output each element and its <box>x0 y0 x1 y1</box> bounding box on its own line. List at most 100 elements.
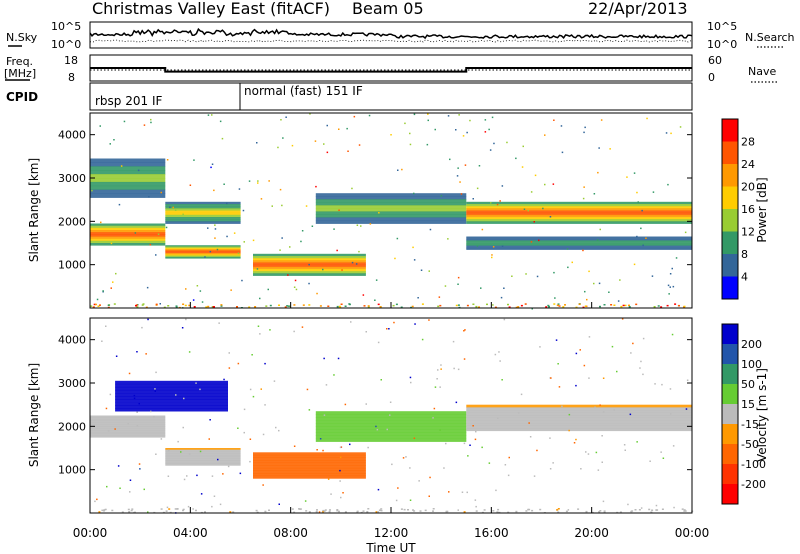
power-speckle <box>501 245 504 247</box>
velocity-speckle <box>587 453 590 455</box>
power-speckle <box>396 237 399 240</box>
power-ground-speckle <box>90 305 93 307</box>
velocity-speckle <box>621 318 624 320</box>
velocity-speckle <box>517 412 520 414</box>
power-band-7-strip-6 <box>466 244 693 246</box>
power-ground-speckle <box>319 305 322 307</box>
power-speckle <box>199 290 202 292</box>
power-speckle <box>315 185 317 188</box>
velocity-band-1-strip-6 <box>115 399 228 403</box>
nave-label: Nave <box>748 65 776 78</box>
power-ground-speckle <box>437 305 440 308</box>
velocity-ground-speckle <box>557 508 560 510</box>
velocity-speckle <box>568 413 571 416</box>
power-ground-speckle <box>286 305 289 307</box>
velocity-ground-speckle <box>380 508 383 510</box>
power-speckle <box>640 227 642 230</box>
velocity-band-2-strip-8 <box>165 461 241 464</box>
power-speckle <box>409 132 411 135</box>
power-speckle <box>440 195 443 197</box>
power-speckle <box>362 294 365 296</box>
velocity-speckle <box>213 495 216 497</box>
x-tick-label: 08:00 <box>273 526 308 540</box>
velocity-speckle <box>181 327 184 329</box>
velocity-speckle <box>380 379 382 381</box>
power-speckle <box>196 285 199 287</box>
power-speckle <box>397 169 399 171</box>
power-ground-speckle <box>94 303 97 306</box>
velocity-speckle <box>421 338 424 341</box>
power-ground-speckle <box>547 304 550 307</box>
power-ground-speckle <box>211 306 214 308</box>
velocity-ground-speckle <box>130 509 133 512</box>
power-band-4-strip-0 <box>253 253 366 257</box>
velocity-band-0-strip-4 <box>90 424 166 427</box>
power-speckle <box>96 298 99 301</box>
power-speckle <box>115 272 117 275</box>
power-speckle <box>641 209 643 212</box>
velocity-speckle <box>117 465 120 467</box>
velocity-ground-speckle <box>362 510 365 512</box>
noise-panel-frame <box>89 21 693 49</box>
velocity-ground-speckle <box>651 509 654 511</box>
power-band-0-strip-9 <box>90 243 166 246</box>
freq-right-tick-bottom: 0 <box>708 71 715 84</box>
power-speckle <box>351 187 353 190</box>
velocity-speckle <box>252 395 255 398</box>
power-speckle <box>549 216 552 218</box>
power-speckle <box>412 246 414 249</box>
power-speckle <box>480 287 482 289</box>
power-speckle <box>492 304 494 306</box>
x-tick-label: 12:00 <box>374 526 409 540</box>
power-band-7-strip-5 <box>466 243 693 245</box>
power-speckle <box>280 119 282 121</box>
velocity-colorbar-tick: 15 <box>741 398 755 411</box>
power-band-4-strip-2 <box>253 258 366 261</box>
power-ground-speckle <box>466 304 469 307</box>
velocity-speckle <box>333 374 335 376</box>
power-speckle <box>413 113 416 116</box>
velocity-speckle <box>448 491 450 493</box>
power-speckle <box>598 282 601 285</box>
power-speckle <box>169 206 171 209</box>
velocity-speckle <box>153 415 155 418</box>
velocity-ground-speckle <box>133 511 136 514</box>
power-speckle <box>336 249 338 252</box>
velocity-speckle <box>155 371 157 374</box>
power-speckle <box>457 283 459 285</box>
velocity-band-1-strip-0 <box>115 380 228 385</box>
velocity-ground-speckle <box>683 509 686 511</box>
power-speckle <box>102 291 104 293</box>
power-colorbar-label: Power [dB] <box>755 177 769 242</box>
cpid-label: CPID <box>6 90 38 104</box>
velocity-ground-speckle <box>316 509 318 511</box>
power-speckle <box>645 237 647 239</box>
power-band-5-strip-5 <box>315 208 467 212</box>
velocity-speckle <box>602 411 605 413</box>
power-speckle <box>308 263 310 266</box>
velocity-ground-speckle <box>356 510 359 513</box>
velocity-band-3-strip-1 <box>253 454 366 458</box>
power-ground-speckle <box>457 304 460 306</box>
power-band-1-strip-4 <box>90 174 166 179</box>
power-speckle <box>102 290 104 292</box>
power-speckle <box>213 189 215 192</box>
power-speckle <box>413 192 415 195</box>
velocity-ground-speckle <box>328 510 331 513</box>
power-band-0-strip-5 <box>90 234 166 237</box>
power-speckle <box>646 117 648 120</box>
velocity-speckle <box>429 476 431 479</box>
velocity-speckle <box>187 505 190 508</box>
velocity-speckle <box>497 417 499 419</box>
velocity-colorbar-swatch <box>722 424 738 445</box>
power-ground-speckle <box>674 303 677 305</box>
velocity-speckle <box>227 465 230 468</box>
velocity-speckle <box>597 469 600 471</box>
velocity-ground-speckle <box>101 509 104 512</box>
power-speckle <box>214 237 216 239</box>
power-ground-speckle <box>613 304 616 306</box>
power-speckle <box>538 239 540 242</box>
velocity-speckle <box>395 499 398 502</box>
power-speckle <box>599 228 601 231</box>
